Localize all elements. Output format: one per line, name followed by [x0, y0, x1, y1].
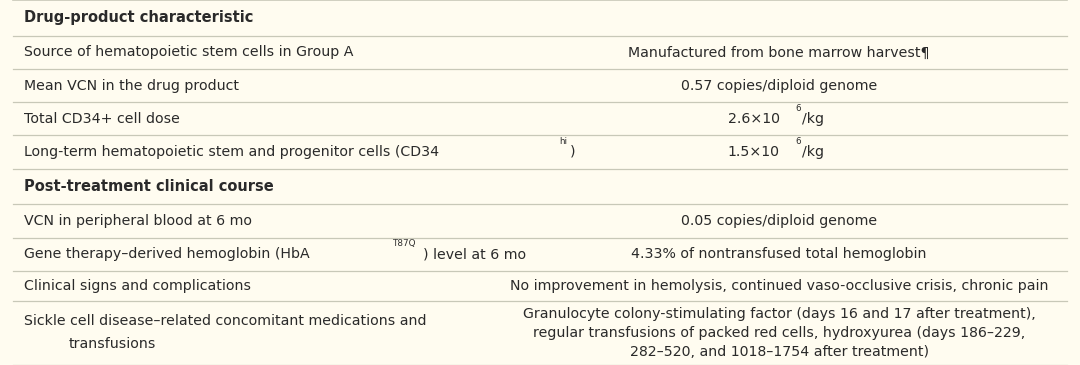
Text: 6: 6 [795, 137, 800, 146]
Text: Source of hematopoietic stem cells in Group A: Source of hematopoietic stem cells in Gr… [24, 45, 353, 59]
Text: Long-term hematopoietic stem and progenitor cells (CD34: Long-term hematopoietic stem and progeni… [24, 145, 438, 159]
Text: ) level at 6 mo: ) level at 6 mo [422, 247, 526, 261]
Text: regular transfusions of packed red cells, hydroxyurea (days 186–229,: regular transfusions of packed red cells… [534, 326, 1025, 340]
Text: /kg: /kg [802, 112, 824, 126]
Text: Total CD34+ cell dose: Total CD34+ cell dose [24, 112, 179, 126]
Text: 282–520, and 1018–1754 after treatment): 282–520, and 1018–1754 after treatment) [630, 345, 929, 359]
Text: Post-treatment clinical course: Post-treatment clinical course [24, 179, 273, 194]
Text: 0.57 copies/diploid genome: 0.57 copies/diploid genome [681, 78, 877, 93]
Text: T87Q: T87Q [392, 239, 416, 249]
Text: 2.6×10: 2.6×10 [728, 112, 780, 126]
Text: Clinical signs and complications: Clinical signs and complications [24, 279, 251, 293]
Text: 0.05 copies/diploid genome: 0.05 copies/diploid genome [681, 214, 877, 228]
Text: VCN in peripheral blood at 6 mo: VCN in peripheral blood at 6 mo [24, 214, 252, 228]
Text: Granulocyte colony-stimulating factor (days 16 and 17 after treatment),: Granulocyte colony-stimulating factor (d… [523, 307, 1036, 321]
Text: 6: 6 [795, 104, 800, 113]
Text: 4.33% of nontransfused total hemoglobin: 4.33% of nontransfused total hemoglobin [632, 247, 927, 261]
Text: Manufactured from bone marrow harvest¶: Manufactured from bone marrow harvest¶ [629, 45, 930, 59]
Text: transfusions: transfusions [69, 337, 157, 351]
Text: No improvement in hemolysis, continued vaso-occlusive crisis, chronic pain: No improvement in hemolysis, continued v… [510, 279, 1049, 293]
Text: Mean VCN in the drug product: Mean VCN in the drug product [24, 78, 239, 93]
Text: Drug-product characteristic: Drug-product characteristic [24, 11, 253, 26]
Text: 1.5×10: 1.5×10 [728, 145, 780, 159]
Text: /kg: /kg [802, 145, 824, 159]
Text: hi: hi [559, 137, 567, 146]
Text: Gene therapy–derived hemoglobin (HbA: Gene therapy–derived hemoglobin (HbA [24, 247, 309, 261]
Text: Sickle cell disease–related concomitant medications and: Sickle cell disease–related concomitant … [24, 314, 427, 328]
Text: ): ) [570, 145, 576, 159]
